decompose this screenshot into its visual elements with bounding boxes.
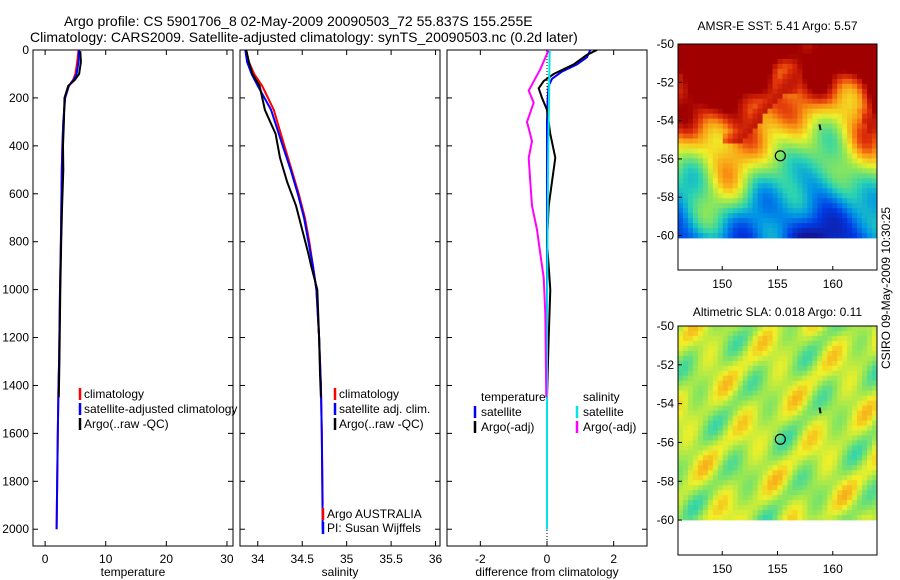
temperature-axes-frame [32,49,234,547]
diff-legend-label: Argo(-adj) [481,420,534,434]
sst-map-profile-marker [774,150,786,162]
sla-map-xtick-label: 150 [712,562,732,576]
sst-map-float-track [818,124,822,131]
salinity-series-group [244,50,324,530]
salinity-xtick-label: 35 [340,552,354,566]
sla-map-ytick-label: -56 [657,435,675,449]
salinity-xtick-label: 34 [251,552,265,566]
sla-map-field [678,326,878,521]
depth-tick-label: 600 [9,187,29,201]
sla-map-ytick-label: -52 [657,358,675,372]
sla-map-title: Altimetric SLA: 0.018 Argo: 0.11 [693,305,863,319]
sla-map-xtick-label: 160 [823,562,843,576]
sst-map-field [678,44,878,239]
depth-tick-label: 1400 [2,378,29,392]
temperature-xlabel: temperature [101,565,166,579]
temperature-series-group [55,50,82,530]
salinity-legend-label: Argo(..raw -QC) [339,417,424,431]
depth-tick-label: 1600 [2,426,29,440]
depth-tick-label: 200 [9,91,29,105]
sla-map-float-track [818,407,822,414]
depth-tick-label: 1200 [2,331,29,345]
csiro-timestamp: CSIRO 09-May-2009 10:30:25 [879,207,893,369]
salinity-axes-frame [239,49,441,547]
salinity-xtick-label: 34.5 [291,552,315,566]
depth-tick-label: 2000 [2,522,29,536]
depth-tick-label: 800 [9,235,29,249]
difference-xtick-label: 0 [544,552,551,566]
salinity-legend-label: climatology [339,387,399,401]
temperature-xtick-label: 30 [220,552,234,566]
difference-xtick-label: -2 [475,552,486,566]
diff-legend-header-salinity: salinity [583,390,620,404]
sla-map-ytick-label: -50 [657,319,675,333]
sst-map-title: AMSR-E SST: 5.41 Argo: 5.57 [697,19,857,33]
sla-map-ytick-label: -58 [657,474,675,488]
diff-legend-label: Argo(-adj) [583,420,636,434]
float-pi-label: PI: Susan Wijffels [327,521,421,535]
difference-series-line [546,50,551,530]
temperature-legend-label: climatology [84,387,144,401]
sla-map-ytick-label: -54 [657,397,675,411]
temperature-series-line [57,51,82,398]
difference-xtick-label: 2 [610,552,617,566]
sst-map-xtick-label: 155 [767,277,787,291]
sst-map-ytick-label: -58 [657,190,675,204]
figure-title-line1: Argo profile: CS 5901706_8 02-May-2009 2… [64,13,533,29]
diff-legend-label: satellite [583,405,624,419]
diff-legend-label: satellite [481,405,522,419]
depth-tick-label: 1800 [2,474,29,488]
sst-map-ytick-label: -60 [657,229,675,243]
sst-map-ytick-label: -56 [657,152,675,166]
difference-series-group [525,50,598,530]
sla-map-xtick-label: 155 [767,562,787,576]
salinity-legend-label: satellite adj. clim. [339,402,430,416]
float-program-label: Argo AUSTRALIA [327,507,422,521]
sst-map-xtick-label: 160 [823,277,843,291]
difference-series-line [525,50,550,398]
sla-map-ytick-label: -60 [657,513,675,527]
temperature-legend-label: Argo(..raw -QC) [84,417,169,431]
sst-map-ytick-label: -54 [657,114,675,128]
temperature-xtick-label: 0 [42,552,49,566]
salinity-xtick-label: 36 [429,552,443,566]
difference-xlabel: difference from climatology [475,565,618,579]
sla-map-profile-marker [774,433,786,445]
depth-tick-label: 400 [9,139,29,153]
salinity-xtick-label: 35.5 [379,552,403,566]
salinity-series-line [245,50,322,398]
temperature-xtick-label: 20 [160,552,174,566]
depth-tick-label: 1000 [2,283,29,297]
figure-title-line2: Climatology: CARS2009. Satellite-adjuste… [30,29,578,45]
temperature-xtick-label: 10 [99,552,113,566]
temperature-legend-label: satellite-adjusted climatology [84,402,237,416]
sst-map-xtick-label: 150 [712,277,732,291]
sst-map-ytick-label: -50 [657,37,675,51]
diff-legend-header-temperature: temperature [481,390,546,404]
depth-tick-label: 0 [22,43,29,57]
sst-map-ytick-label: -52 [657,75,675,89]
salinity-xlabel: salinity [322,565,359,579]
